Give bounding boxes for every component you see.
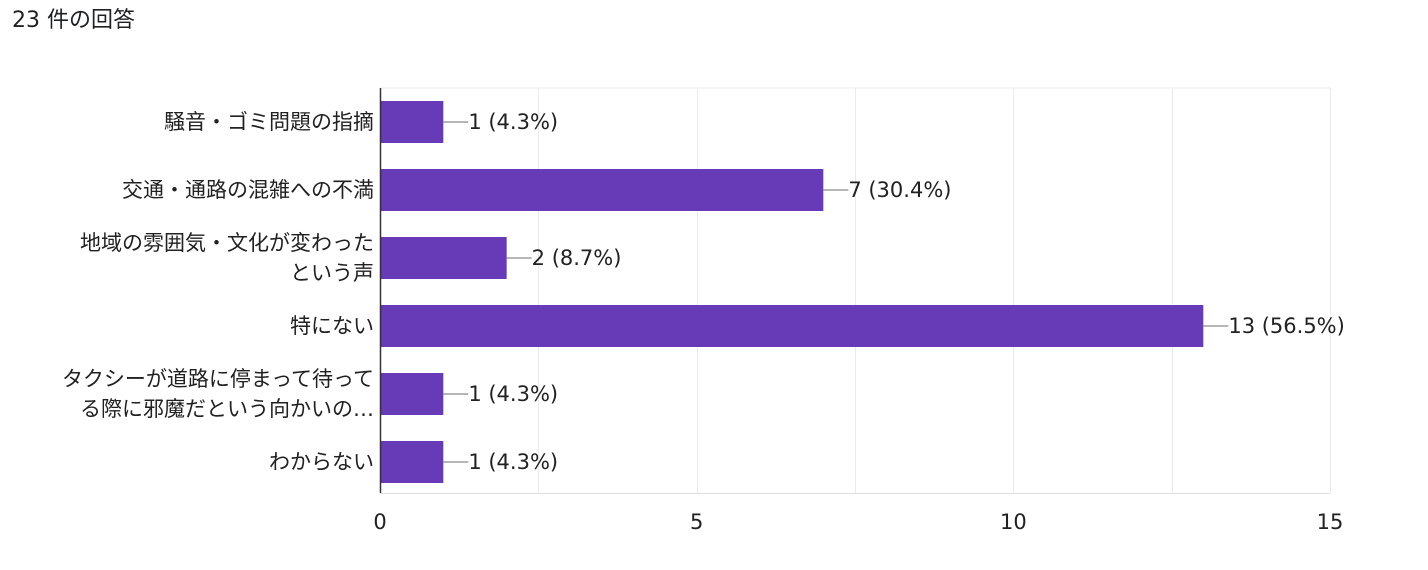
category-label: タクシーが道路に停まって待ってる際に邪魔だという向かいの… xyxy=(62,367,374,421)
bar xyxy=(380,441,444,483)
data-label: 7 (30.4%) xyxy=(848,178,951,202)
category-label-line: 交通・通路の混雑への不満 xyxy=(122,178,374,202)
category-label-line: わからない xyxy=(269,450,374,474)
x-tick-label: 0 xyxy=(373,510,386,534)
bar xyxy=(380,305,1204,347)
category-label: 交通・通路の混雑への不満 xyxy=(122,178,374,202)
data-label: 13 (56.5%) xyxy=(1228,314,1345,338)
bar xyxy=(380,169,824,211)
bar xyxy=(380,237,507,279)
data-label: 2 (8.7%) xyxy=(532,246,622,270)
category-label-line: という声 xyxy=(290,261,374,285)
bar xyxy=(380,373,444,415)
category-label-line: 特にない xyxy=(290,314,374,338)
x-tick-label: 5 xyxy=(690,510,703,534)
category-label-line: 地域の雰囲気・文化が変わった xyxy=(80,231,374,255)
x-tick-label: 10 xyxy=(1000,510,1027,534)
data-label: 1 (4.3%) xyxy=(468,450,558,474)
category-label: 騒音・ゴミ問題の指摘 xyxy=(164,110,374,134)
bar xyxy=(380,101,444,143)
category-label: わからない xyxy=(269,450,374,474)
category-label-line: る際に邪魔だという向かいの… xyxy=(80,397,374,421)
x-tick-label: 15 xyxy=(1317,510,1344,534)
category-label-line: 騒音・ゴミ問題の指摘 xyxy=(164,110,374,134)
category-label: 特にない xyxy=(290,314,374,338)
data-label: 1 (4.3%) xyxy=(468,110,558,134)
response-count: 23 件の回答 xyxy=(12,8,135,33)
data-label: 1 (4.3%) xyxy=(468,382,558,406)
category-label: 地域の雰囲気・文化が変わったという声 xyxy=(80,231,374,285)
category-label-line: タクシーが道路に停まって待って xyxy=(62,367,374,391)
